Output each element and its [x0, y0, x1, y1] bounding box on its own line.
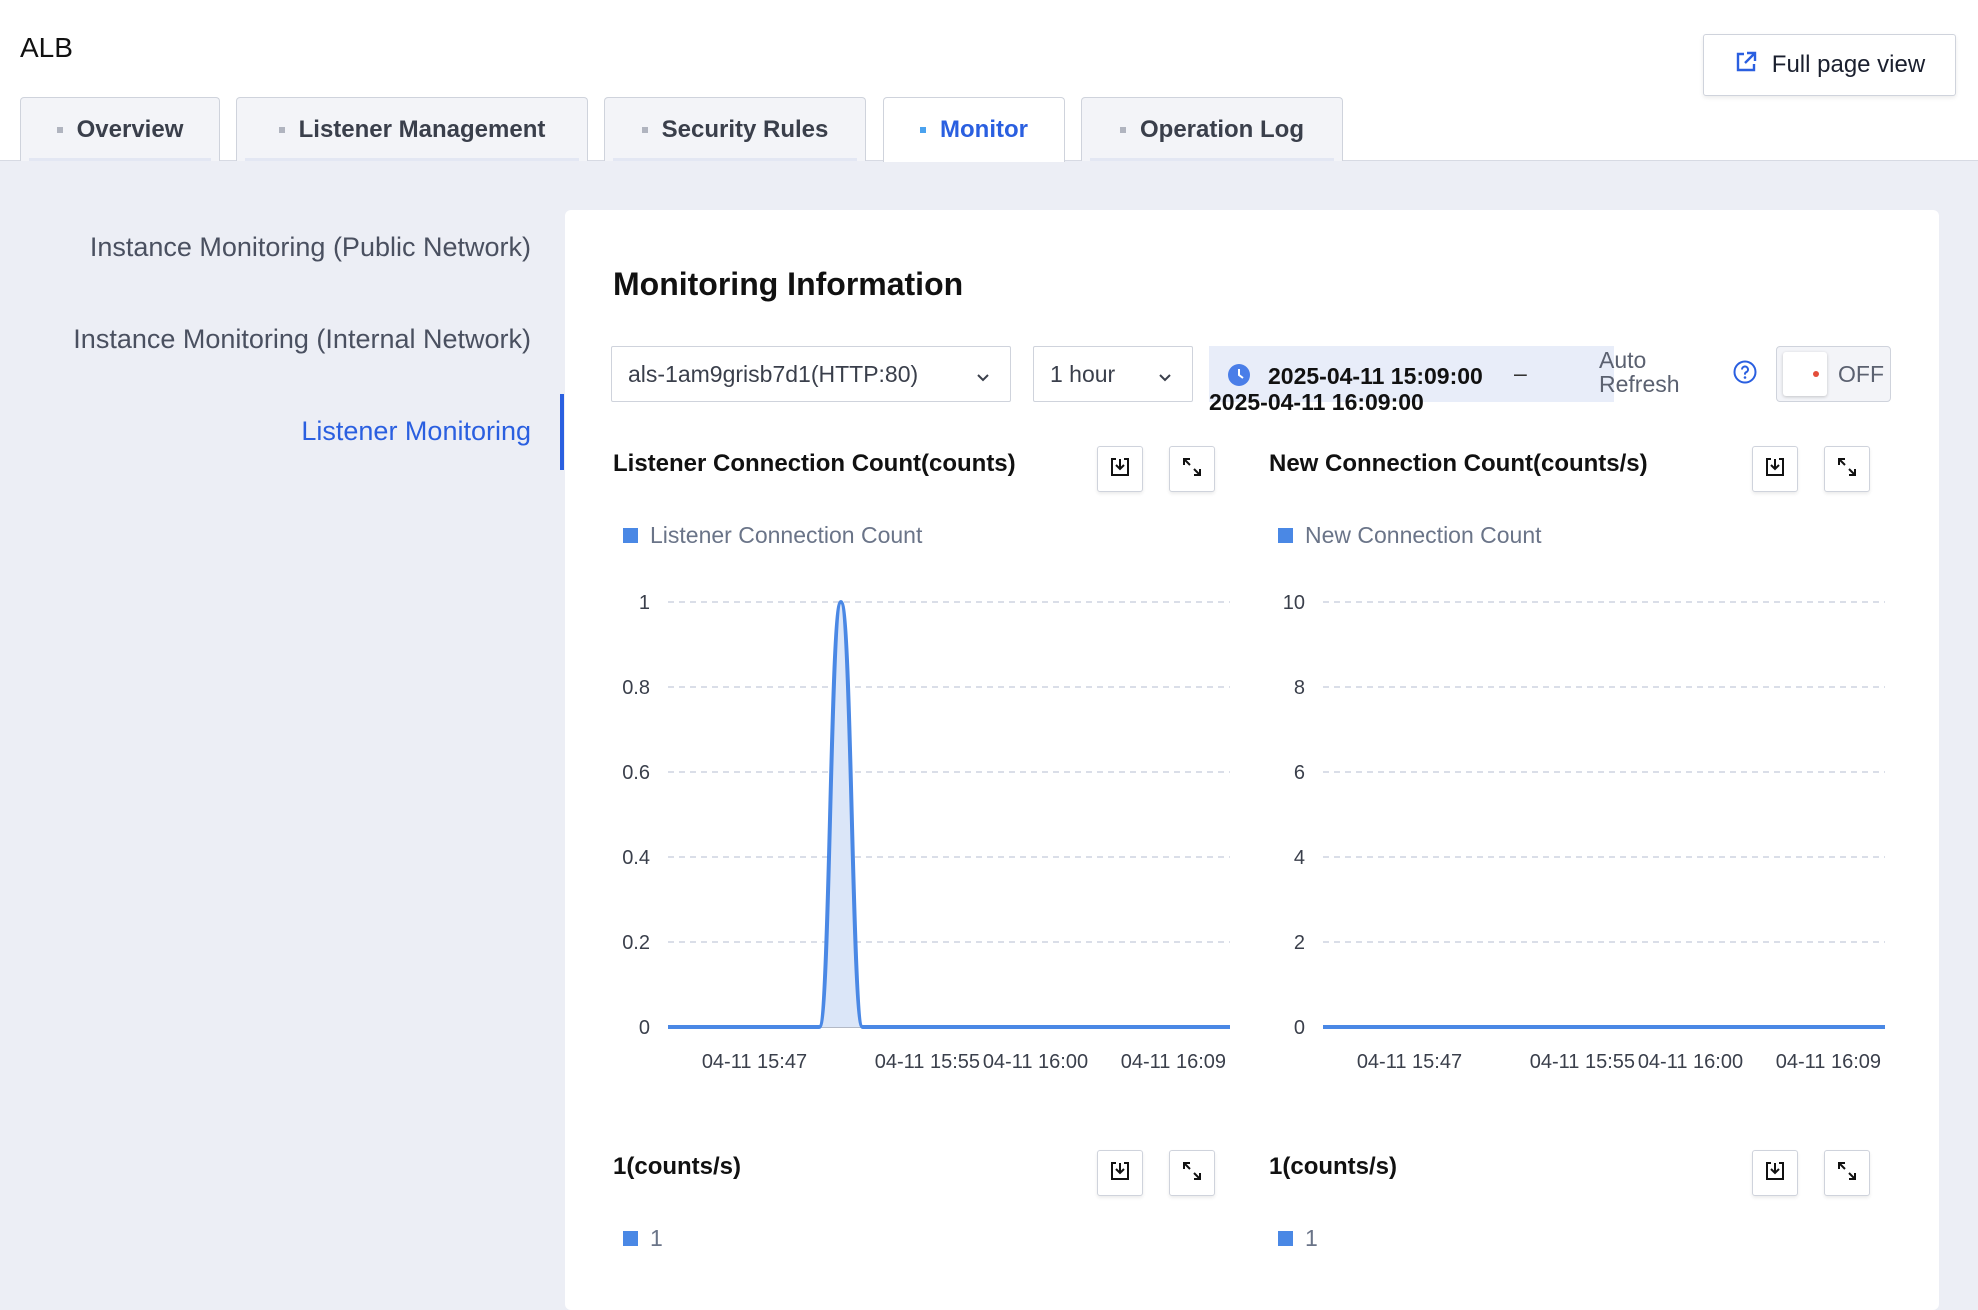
auto-refresh-label: Auto Refresh: [1599, 347, 1680, 397]
download-icon: [1109, 456, 1131, 483]
chart4-download-button[interactable]: [1752, 1150, 1798, 1196]
chart-title-3: 1(counts/s): [613, 1153, 742, 1180]
time-range-start: 2025-04-11 15:09:00: [1268, 363, 1483, 389]
legend-swatch: [623, 528, 638, 543]
period-select-value: 1 hour: [1050, 360, 1116, 387]
legend-label: 1: [650, 1225, 663, 1251]
x-tick-label: 04-11 15:55: [875, 1051, 980, 1073]
listener-select-value: als-1am9grisb7d1(HTTP:80): [628, 360, 919, 387]
y-tick-label: 2: [1294, 932, 1305, 954]
chart2-download-button[interactable]: [1752, 446, 1798, 492]
x-tick-label: 04-11 16:09: [1121, 1051, 1226, 1073]
legend-swatch: [623, 1231, 638, 1246]
chart2-expand-button[interactable]: [1824, 446, 1870, 492]
time-range-end: 2025-04-11 16:09:00: [1209, 389, 1424, 415]
legend-label: Listener Connection Count: [650, 522, 923, 548]
y-tick-label: 10: [1283, 592, 1305, 614]
x-tick-label: 04-11 16:00: [983, 1051, 1088, 1073]
chart1-expand-button[interactable]: [1169, 446, 1215, 492]
period-select[interactable]: 1 hour: [1033, 346, 1193, 402]
tab-monitor[interactable]: Monitor: [883, 97, 1065, 162]
clock-icon: [1227, 363, 1251, 392]
chevron-down-icon: [974, 365, 992, 392]
expand-icon: [1181, 1160, 1203, 1187]
x-tick-label: 04-11 15:55: [1530, 1051, 1635, 1073]
x-tick-label: 04-11 16:00: [1638, 1051, 1743, 1073]
tab-label: Security Rules: [661, 115, 829, 143]
y-tick-label: 0.6: [622, 762, 650, 784]
new-connection-chart: 0 2 4 6 8 10 04-11 15:47 04-11 15:55 04-11 16:00…: [1283, 592, 1885, 1073]
tab-label: Listener Management: [298, 115, 546, 143]
listener-select[interactable]: als-1am9grisb7d1(HTTP:80): [611, 346, 1011, 402]
tab-bullet-icon: [1120, 126, 1126, 133]
expand-icon: [1836, 456, 1858, 483]
time-range-separator: –: [1514, 360, 1527, 386]
chevron-down-icon: [1156, 365, 1174, 392]
help-icon[interactable]: [1733, 360, 1757, 389]
toggle-off-indicator: [1813, 371, 1819, 377]
x-tick-label: 04-11 15:47: [1357, 1051, 1462, 1073]
download-icon: [1109, 1160, 1131, 1187]
tab-overview[interactable]: Overview: [20, 97, 220, 161]
sidebar-item-listener-monitoring[interactable]: Listener Monitoring: [301, 416, 531, 446]
y-tick-label: 0.2: [622, 932, 650, 954]
series-area: [668, 602, 1230, 1027]
chart3-download-button[interactable]: [1097, 1150, 1143, 1196]
full-page-view-label: Full page view: [1771, 51, 1926, 78]
download-icon: [1764, 456, 1786, 483]
y-tick-label: 0: [639, 1017, 650, 1039]
y-tick-label: 0: [1294, 1017, 1305, 1039]
app-title: ALB: [20, 32, 73, 63]
legend-swatch: [1278, 1231, 1293, 1246]
panel-title: Monitoring Information: [613, 266, 964, 302]
chart-title-new-connection: New Connection Count(counts/s): [1269, 450, 1648, 477]
x-tick-label: 04-11 16:09: [1776, 1051, 1881, 1073]
auto-refresh-toggle[interactable]: OFF: [1776, 346, 1891, 402]
y-tick-label: 0.8: [622, 677, 650, 699]
chart1-download-button[interactable]: [1097, 446, 1143, 492]
chart3-legend[interactable]: 1: [623, 1225, 663, 1252]
chart-title-listener-connection: Listener Connection Count(counts): [613, 450, 1016, 477]
x-tick-label: 04-11 15:47: [702, 1051, 807, 1073]
series-line: [668, 600, 1230, 1029]
sidebar-item-instance-public[interactable]: Instance Monitoring (Public Network): [89, 232, 531, 262]
chart4-expand-button[interactable]: [1824, 1150, 1870, 1196]
legend-label: 1: [1305, 1225, 1318, 1251]
expand-icon: [1836, 1160, 1858, 1187]
y-tick-label: 8: [1294, 677, 1305, 699]
tab-operation-log[interactable]: Operation Log: [1081, 97, 1343, 161]
tab-bullet-icon: [278, 126, 285, 133]
chart4-legend[interactable]: 1: [1278, 1225, 1318, 1252]
full-page-view-button[interactable]: Full page view: [1703, 34, 1956, 96]
y-tick-label: 4: [1294, 847, 1305, 869]
y-tick-label: 6: [1294, 762, 1305, 784]
tab-label: Operation Log: [1140, 115, 1304, 143]
tab-bullet-icon: [920, 127, 926, 133]
y-tick-label: 1: [639, 592, 650, 614]
toggle-state-label: OFF: [1838, 361, 1884, 387]
chart3-expand-button[interactable]: [1169, 1150, 1215, 1196]
toggle-knob: [1783, 352, 1827, 396]
legend-label: New Connection Count: [1305, 522, 1542, 548]
download-icon: [1764, 1160, 1786, 1187]
tab-bullet-icon: [641, 126, 648, 133]
chart2-legend[interactable]: New Connection Count: [1278, 522, 1542, 549]
expand-icon: [1181, 456, 1203, 483]
tab-label: Overview: [76, 115, 184, 143]
time-range-picker[interactable]: [1209, 346, 1614, 402]
chart1-legend[interactable]: Listener Connection Count: [623, 522, 922, 549]
sidebar-item-instance-internal[interactable]: Instance Monitoring (Internal Network): [73, 324, 531, 354]
sidebar-active-marker: [560, 394, 564, 470]
chart-title-4: 1(counts/s): [1269, 1153, 1398, 1180]
tab-label: Monitor: [940, 116, 1028, 143]
tab-listener-management[interactable]: Listener Management: [236, 97, 588, 161]
y-tick-label: 0.4: [622, 847, 650, 869]
tab-security-rules[interactable]: Security Rules: [604, 97, 866, 161]
tab-bullet-icon: [56, 126, 63, 133]
legend-swatch: [1278, 528, 1293, 543]
external-link-icon: [1734, 50, 1758, 81]
